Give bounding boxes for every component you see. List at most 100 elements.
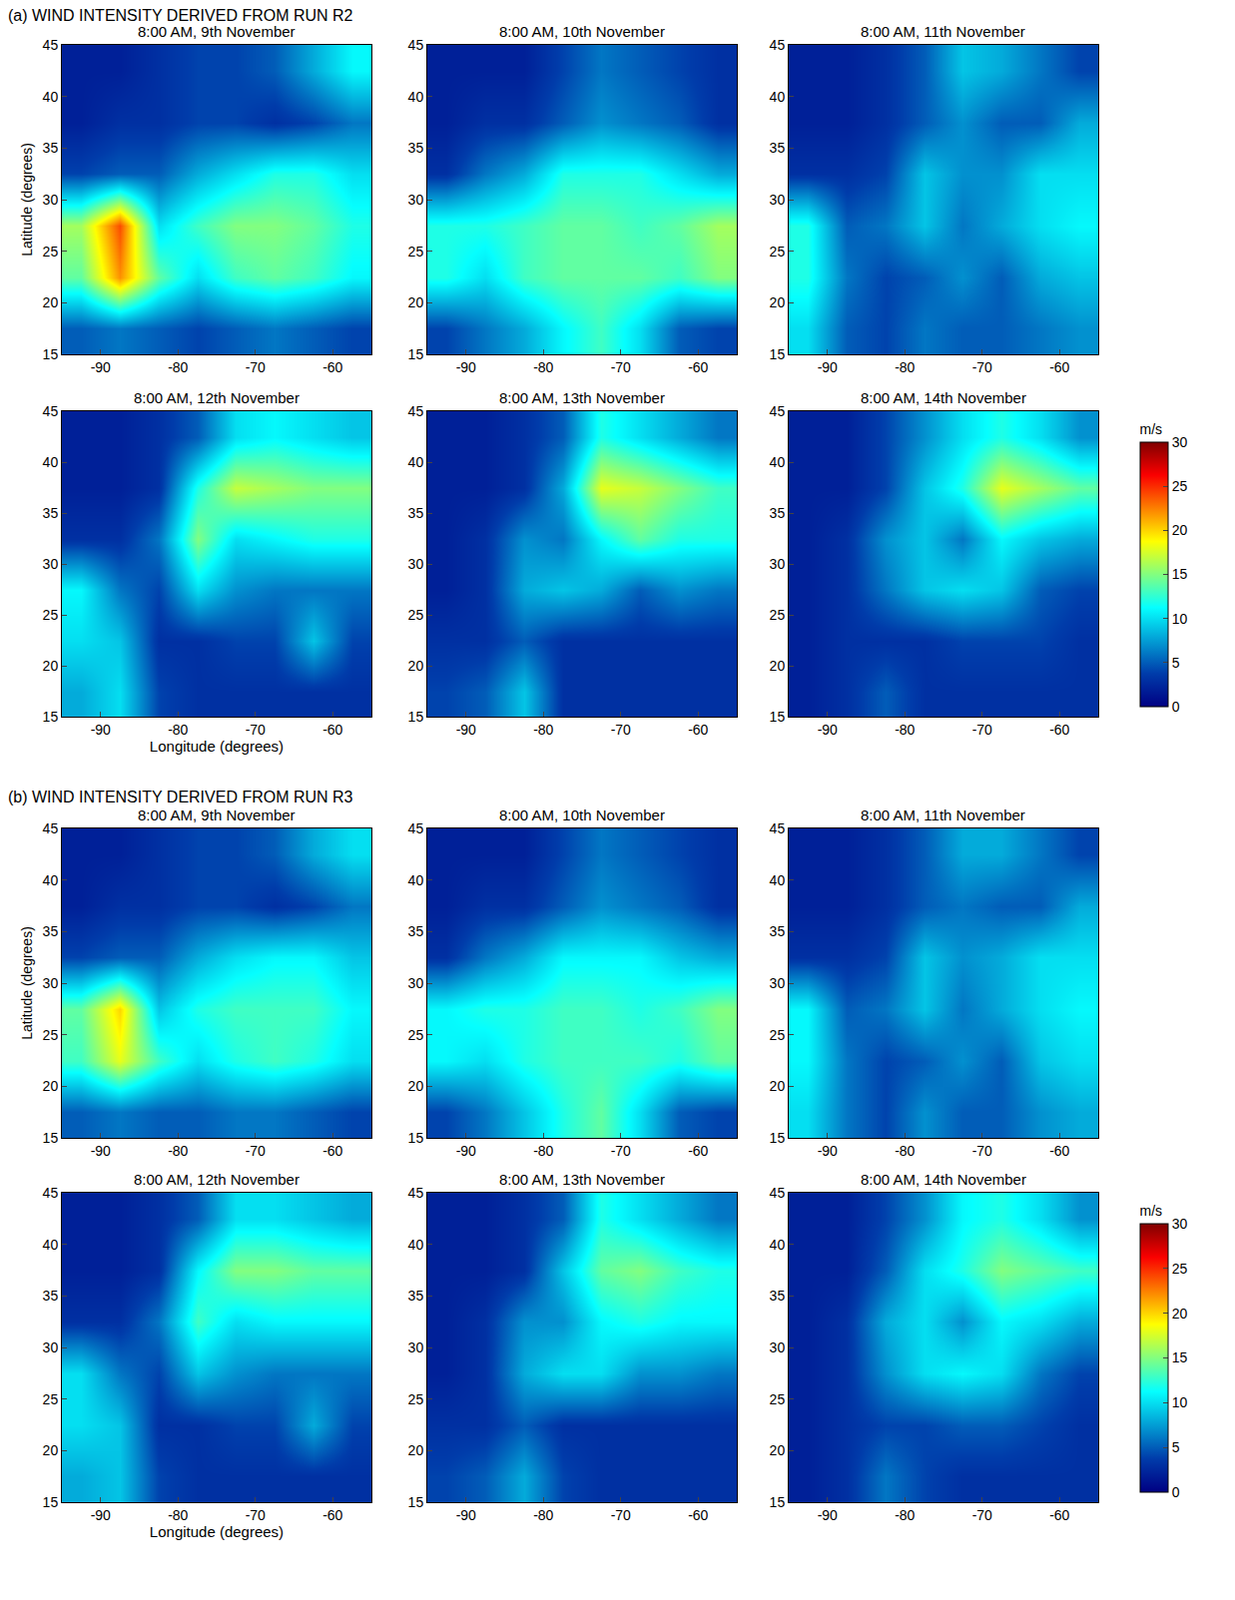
svg-text:15: 15: [408, 1130, 425, 1147]
svg-text:-90: -90: [456, 359, 477, 376]
svg-text:45: 45: [408, 1185, 425, 1202]
svg-text:25: 25: [42, 243, 59, 260]
svg-text:-90: -90: [456, 1143, 477, 1160]
svg-text:-70: -70: [611, 359, 631, 376]
svg-text:25: 25: [1172, 478, 1189, 495]
svg-text:20: 20: [42, 294, 59, 311]
svg-text:30: 30: [769, 975, 786, 992]
svg-text:8:00 AM, 13th November: 8:00 AM, 13th November: [499, 389, 665, 407]
svg-text:-80: -80: [167, 1507, 188, 1524]
svg-text:45: 45: [42, 820, 59, 837]
svg-text:20: 20: [408, 657, 425, 674]
svg-text:-90: -90: [90, 721, 111, 738]
svg-text:30: 30: [42, 556, 59, 573]
svg-text:8:00 AM, 10th November: 8:00 AM, 10th November: [499, 22, 665, 40]
svg-text:8:00 AM, 13th November: 8:00 AM, 13th November: [499, 1171, 665, 1189]
svg-text:-60: -60: [1049, 1507, 1070, 1524]
svg-text:m/s: m/s: [1140, 421, 1164, 438]
svg-text:35: 35: [42, 505, 59, 522]
svg-text:40: 40: [408, 1236, 425, 1253]
svg-text:25: 25: [769, 243, 786, 260]
svg-text:40: 40: [42, 872, 59, 889]
svg-text:-80: -80: [167, 359, 188, 376]
svg-text:45: 45: [769, 820, 786, 837]
svg-text:45: 45: [769, 403, 786, 420]
svg-text:30: 30: [1172, 1216, 1189, 1233]
svg-text:-90: -90: [817, 1143, 838, 1160]
svg-text:-60: -60: [322, 359, 343, 376]
svg-text:45: 45: [408, 403, 425, 420]
svg-text:m/s: m/s: [1140, 1203, 1164, 1220]
svg-text:10: 10: [1172, 611, 1189, 627]
svg-text:-60: -60: [1049, 721, 1070, 738]
svg-text:15: 15: [408, 346, 425, 363]
svg-text:15: 15: [42, 708, 59, 725]
svg-text:40: 40: [408, 88, 425, 105]
svg-text:15: 15: [42, 1130, 59, 1147]
svg-text:10: 10: [1172, 1394, 1189, 1411]
svg-text:-90: -90: [456, 721, 477, 738]
svg-text:30: 30: [769, 191, 786, 208]
svg-text:-60: -60: [687, 359, 708, 376]
svg-text:-80: -80: [533, 721, 554, 738]
svg-text:45: 45: [769, 1185, 786, 1202]
svg-text:-90: -90: [817, 1507, 838, 1524]
svg-text:45: 45: [408, 820, 425, 837]
svg-text:8:00 AM, 14th November: 8:00 AM, 14th November: [860, 389, 1027, 407]
svg-text:40: 40: [769, 88, 786, 105]
svg-text:20: 20: [42, 1078, 59, 1095]
svg-text:30: 30: [42, 191, 59, 208]
svg-text:45: 45: [42, 403, 59, 420]
svg-text:-90: -90: [90, 1143, 111, 1160]
svg-text:(b) WIND INTENSITY DERIVED FRO: (b) WIND INTENSITY DERIVED FROM RUN R3: [7, 788, 354, 806]
svg-text:-70: -70: [245, 1143, 266, 1160]
svg-text:8:00 AM, 9th November: 8:00 AM, 9th November: [137, 22, 296, 40]
svg-text:-70: -70: [245, 721, 266, 738]
svg-text:-70: -70: [611, 1143, 631, 1160]
svg-text:-60: -60: [1049, 1143, 1070, 1160]
svg-text:-80: -80: [894, 1143, 915, 1160]
svg-text:(a) WIND INTENSITY DERIVED FRO: (a) WIND INTENSITY DERIVED FROM RUN R2: [7, 6, 354, 24]
svg-text:8:00 AM, 12th November: 8:00 AM, 12th November: [133, 1171, 300, 1189]
svg-text:35: 35: [408, 505, 425, 522]
svg-text:35: 35: [42, 1287, 59, 1304]
svg-text:-70: -70: [972, 359, 993, 376]
svg-text:-60: -60: [687, 1143, 708, 1160]
svg-text:40: 40: [408, 872, 425, 889]
svg-text:-70: -70: [972, 721, 993, 738]
svg-text:15: 15: [769, 1130, 786, 1147]
svg-text:Longitude (degrees): Longitude (degrees): [149, 1523, 284, 1541]
svg-text:25: 25: [408, 1391, 425, 1408]
svg-text:-60: -60: [322, 1507, 343, 1524]
svg-text:8:00 AM, 11th November: 8:00 AM, 11th November: [860, 806, 1026, 824]
svg-text:25: 25: [42, 607, 59, 623]
svg-text:8:00 AM, 14th November: 8:00 AM, 14th November: [860, 1171, 1027, 1189]
svg-text:-80: -80: [533, 1143, 554, 1160]
svg-text:20: 20: [769, 1442, 786, 1459]
svg-text:30: 30: [1172, 434, 1189, 451]
svg-text:25: 25: [1172, 1260, 1189, 1277]
svg-text:25: 25: [408, 1027, 425, 1044]
svg-text:0: 0: [1172, 698, 1181, 715]
svg-text:30: 30: [408, 1339, 425, 1356]
svg-text:15: 15: [42, 1494, 59, 1511]
svg-text:30: 30: [769, 556, 786, 573]
svg-text:-70: -70: [611, 721, 631, 738]
svg-text:20: 20: [42, 1442, 59, 1459]
svg-text:8:00 AM, 10th November: 8:00 AM, 10th November: [499, 806, 665, 824]
svg-text:20: 20: [769, 1078, 786, 1095]
svg-text:25: 25: [408, 243, 425, 260]
svg-text:35: 35: [42, 923, 59, 940]
svg-text:-80: -80: [533, 359, 554, 376]
svg-text:5: 5: [1172, 654, 1181, 671]
svg-text:Longitude (degrees): Longitude (degrees): [149, 737, 284, 755]
svg-text:35: 35: [408, 923, 425, 940]
svg-text:25: 25: [408, 607, 425, 623]
svg-text:40: 40: [42, 88, 59, 105]
svg-text:40: 40: [42, 1236, 59, 1253]
svg-text:35: 35: [769, 1287, 786, 1304]
svg-text:-90: -90: [817, 721, 838, 738]
svg-text:-90: -90: [90, 1507, 111, 1524]
svg-text:40: 40: [408, 454, 425, 471]
svg-text:-70: -70: [611, 1507, 631, 1524]
